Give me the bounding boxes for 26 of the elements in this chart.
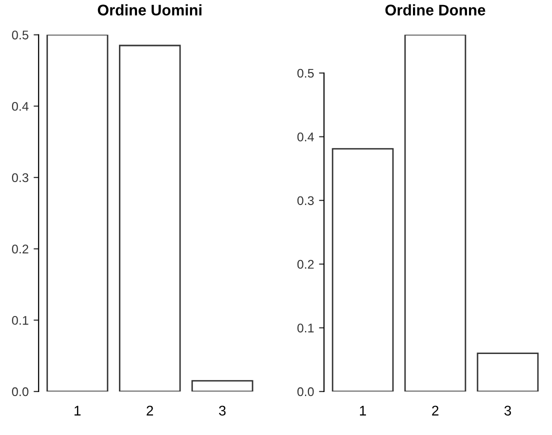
bar	[46, 34, 108, 392]
chart-title: Ordine Donne	[385, 4, 486, 16]
y-tick-label: 0.0	[297, 387, 314, 396]
x-tick-label: 1	[360, 406, 366, 416]
bar	[404, 34, 466, 392]
bar	[332, 148, 394, 392]
y-tick-label: 0.2	[12, 244, 28, 254]
y-tick-label: 0.1	[12, 316, 28, 325]
x-tick-label: 3	[504, 406, 511, 416]
y-tick-label: 0.5	[297, 68, 314, 78]
y-tick-label: 0.5	[12, 30, 28, 40]
y-tick-label: 0.1	[297, 324, 314, 332]
chart-title: Ordine Uomini	[98, 4, 202, 16]
x-tick-label: 2	[432, 406, 438, 416]
x-tick-label: 2	[146, 406, 154, 416]
y-tick-label: 0.0	[12, 387, 28, 396]
bar	[476, 352, 539, 392]
bar	[191, 380, 254, 392]
x-tick-label: 1	[74, 406, 81, 416]
x-tick-label: 3	[219, 406, 226, 416]
bar	[118, 44, 181, 392]
y-tick-label: 0.3	[12, 173, 28, 182]
y-tick-label: 0.3	[297, 196, 314, 206]
y-tick-label: 0.2	[297, 260, 314, 269]
y-tick-label: 0.4	[12, 102, 29, 111]
y-tick-label: 0.4	[297, 132, 314, 142]
